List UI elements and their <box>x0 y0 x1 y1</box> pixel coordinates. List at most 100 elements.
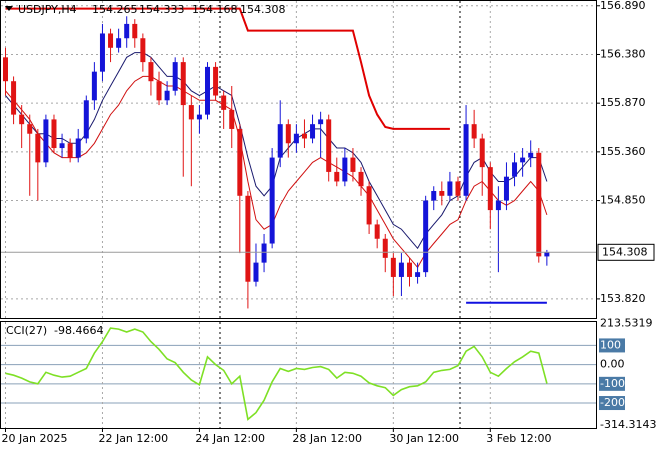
candle-body <box>108 33 114 48</box>
candle-body <box>221 95 227 110</box>
ohlc-high: 154.333 <box>139 3 185 16</box>
candle-body <box>455 181 461 196</box>
level-box <box>599 338 625 353</box>
x-tick-label: 22 Jan 12:00 <box>98 432 168 445</box>
candle-body <box>75 138 81 158</box>
x-tick-label: 20 Jan 2025 <box>2 432 68 445</box>
candle-body <box>67 143 73 158</box>
y2-tick-label: 213.5319 <box>600 317 653 330</box>
candle-body <box>116 38 122 48</box>
candle-body <box>164 90 170 101</box>
candle-body <box>350 157 356 172</box>
candle-body <box>374 224 380 239</box>
candle-body <box>148 62 154 82</box>
y-tick-label: 153.820 <box>600 292 646 305</box>
candle-body <box>91 71 97 101</box>
marks <box>1 1 596 428</box>
ohlc-close: 154.308 <box>240 3 286 16</box>
candle-body <box>213 66 219 96</box>
price-panel <box>0 0 597 319</box>
candle-body <box>132 23 138 39</box>
candle-body <box>229 109 235 129</box>
candle-body <box>301 133 307 139</box>
y2-tick-label: -314.3143 <box>600 418 656 431</box>
price-label: 154.308 <box>602 245 648 258</box>
candle-body <box>269 157 275 244</box>
candle-body <box>19 114 25 125</box>
candle-body <box>277 124 283 158</box>
candle-body <box>398 262 404 277</box>
candle-body <box>342 157 348 182</box>
candle-body <box>156 81 162 101</box>
candle-body <box>520 157 526 163</box>
candle-body <box>503 176 509 201</box>
candle-body <box>27 124 33 134</box>
candle-body <box>140 38 146 63</box>
candle-body <box>487 167 493 211</box>
candle-body <box>334 171 340 182</box>
candle-body <box>59 143 65 149</box>
candle-body <box>293 133 299 144</box>
cci-value: -98.4664 <box>54 324 103 337</box>
candle-body <box>11 81 17 115</box>
candle-body <box>261 243 267 263</box>
y-tick-label: 156.380 <box>600 47 646 60</box>
candle-body <box>188 105 194 120</box>
symbol: USDJPY,H4 <box>18 3 77 16</box>
candle-body <box>205 66 210 115</box>
y2-tick-label: 0.00 <box>600 358 625 371</box>
y-tick-label: 154.850 <box>600 194 646 207</box>
candle-body <box>318 119 324 125</box>
y2-tick-label: -200 <box>600 396 625 409</box>
candle-body <box>99 33 105 72</box>
candle-body <box>528 152 534 158</box>
candle-body <box>172 62 178 91</box>
candle-body <box>479 138 485 168</box>
candle-body <box>3 57 8 82</box>
ohlc-open: 154.265 <box>92 3 138 16</box>
x-tick-label: 24 Jan 12:00 <box>195 432 265 445</box>
candle-body <box>415 272 421 277</box>
y-tick-label: 156.890 <box>600 0 646 12</box>
candle-body <box>407 262 412 277</box>
x-tick-label: 3 Feb 12:00 <box>486 432 551 445</box>
x-tick-label: 28 Jan 12:00 <box>292 432 362 445</box>
candle-body <box>431 191 437 201</box>
candle-body <box>358 171 364 187</box>
candle-body <box>124 23 130 39</box>
candle-body <box>43 119 49 163</box>
ohlc-low: 154.168 <box>192 3 238 16</box>
candle-body <box>512 162 518 177</box>
cci-title: CCI(27) <box>6 324 47 337</box>
candle-body <box>180 62 186 106</box>
y2-tick-label: 100 <box>600 338 621 351</box>
indicator-line <box>5 52 548 250</box>
cci-panel <box>0 321 597 429</box>
candle-body <box>310 124 316 139</box>
candle-body <box>471 124 477 139</box>
level-box <box>599 396 625 411</box>
candle-body <box>196 114 202 120</box>
candle-body <box>35 133 41 163</box>
candle-body <box>285 124 291 144</box>
stop-line <box>5 7 450 130</box>
cci-line <box>5 327 548 421</box>
y2-tick-label: -100 <box>600 377 625 390</box>
candle-body <box>382 238 388 258</box>
candle-body <box>544 252 550 257</box>
y-tick-label: 155.360 <box>600 145 646 158</box>
candle-body <box>536 152 542 257</box>
candle-body <box>423 200 429 273</box>
candle-body <box>253 262 259 282</box>
indicator-line <box>5 75 548 269</box>
candle-body <box>237 128 243 196</box>
candle-body <box>463 124 469 196</box>
candle-body <box>51 119 57 149</box>
candle-body <box>439 191 445 196</box>
candle-body <box>447 181 453 196</box>
candle-body <box>245 195 251 282</box>
candle-body <box>366 186 372 225</box>
level-box <box>599 376 625 391</box>
candle-body <box>326 119 332 172</box>
price-box <box>597 243 655 261</box>
